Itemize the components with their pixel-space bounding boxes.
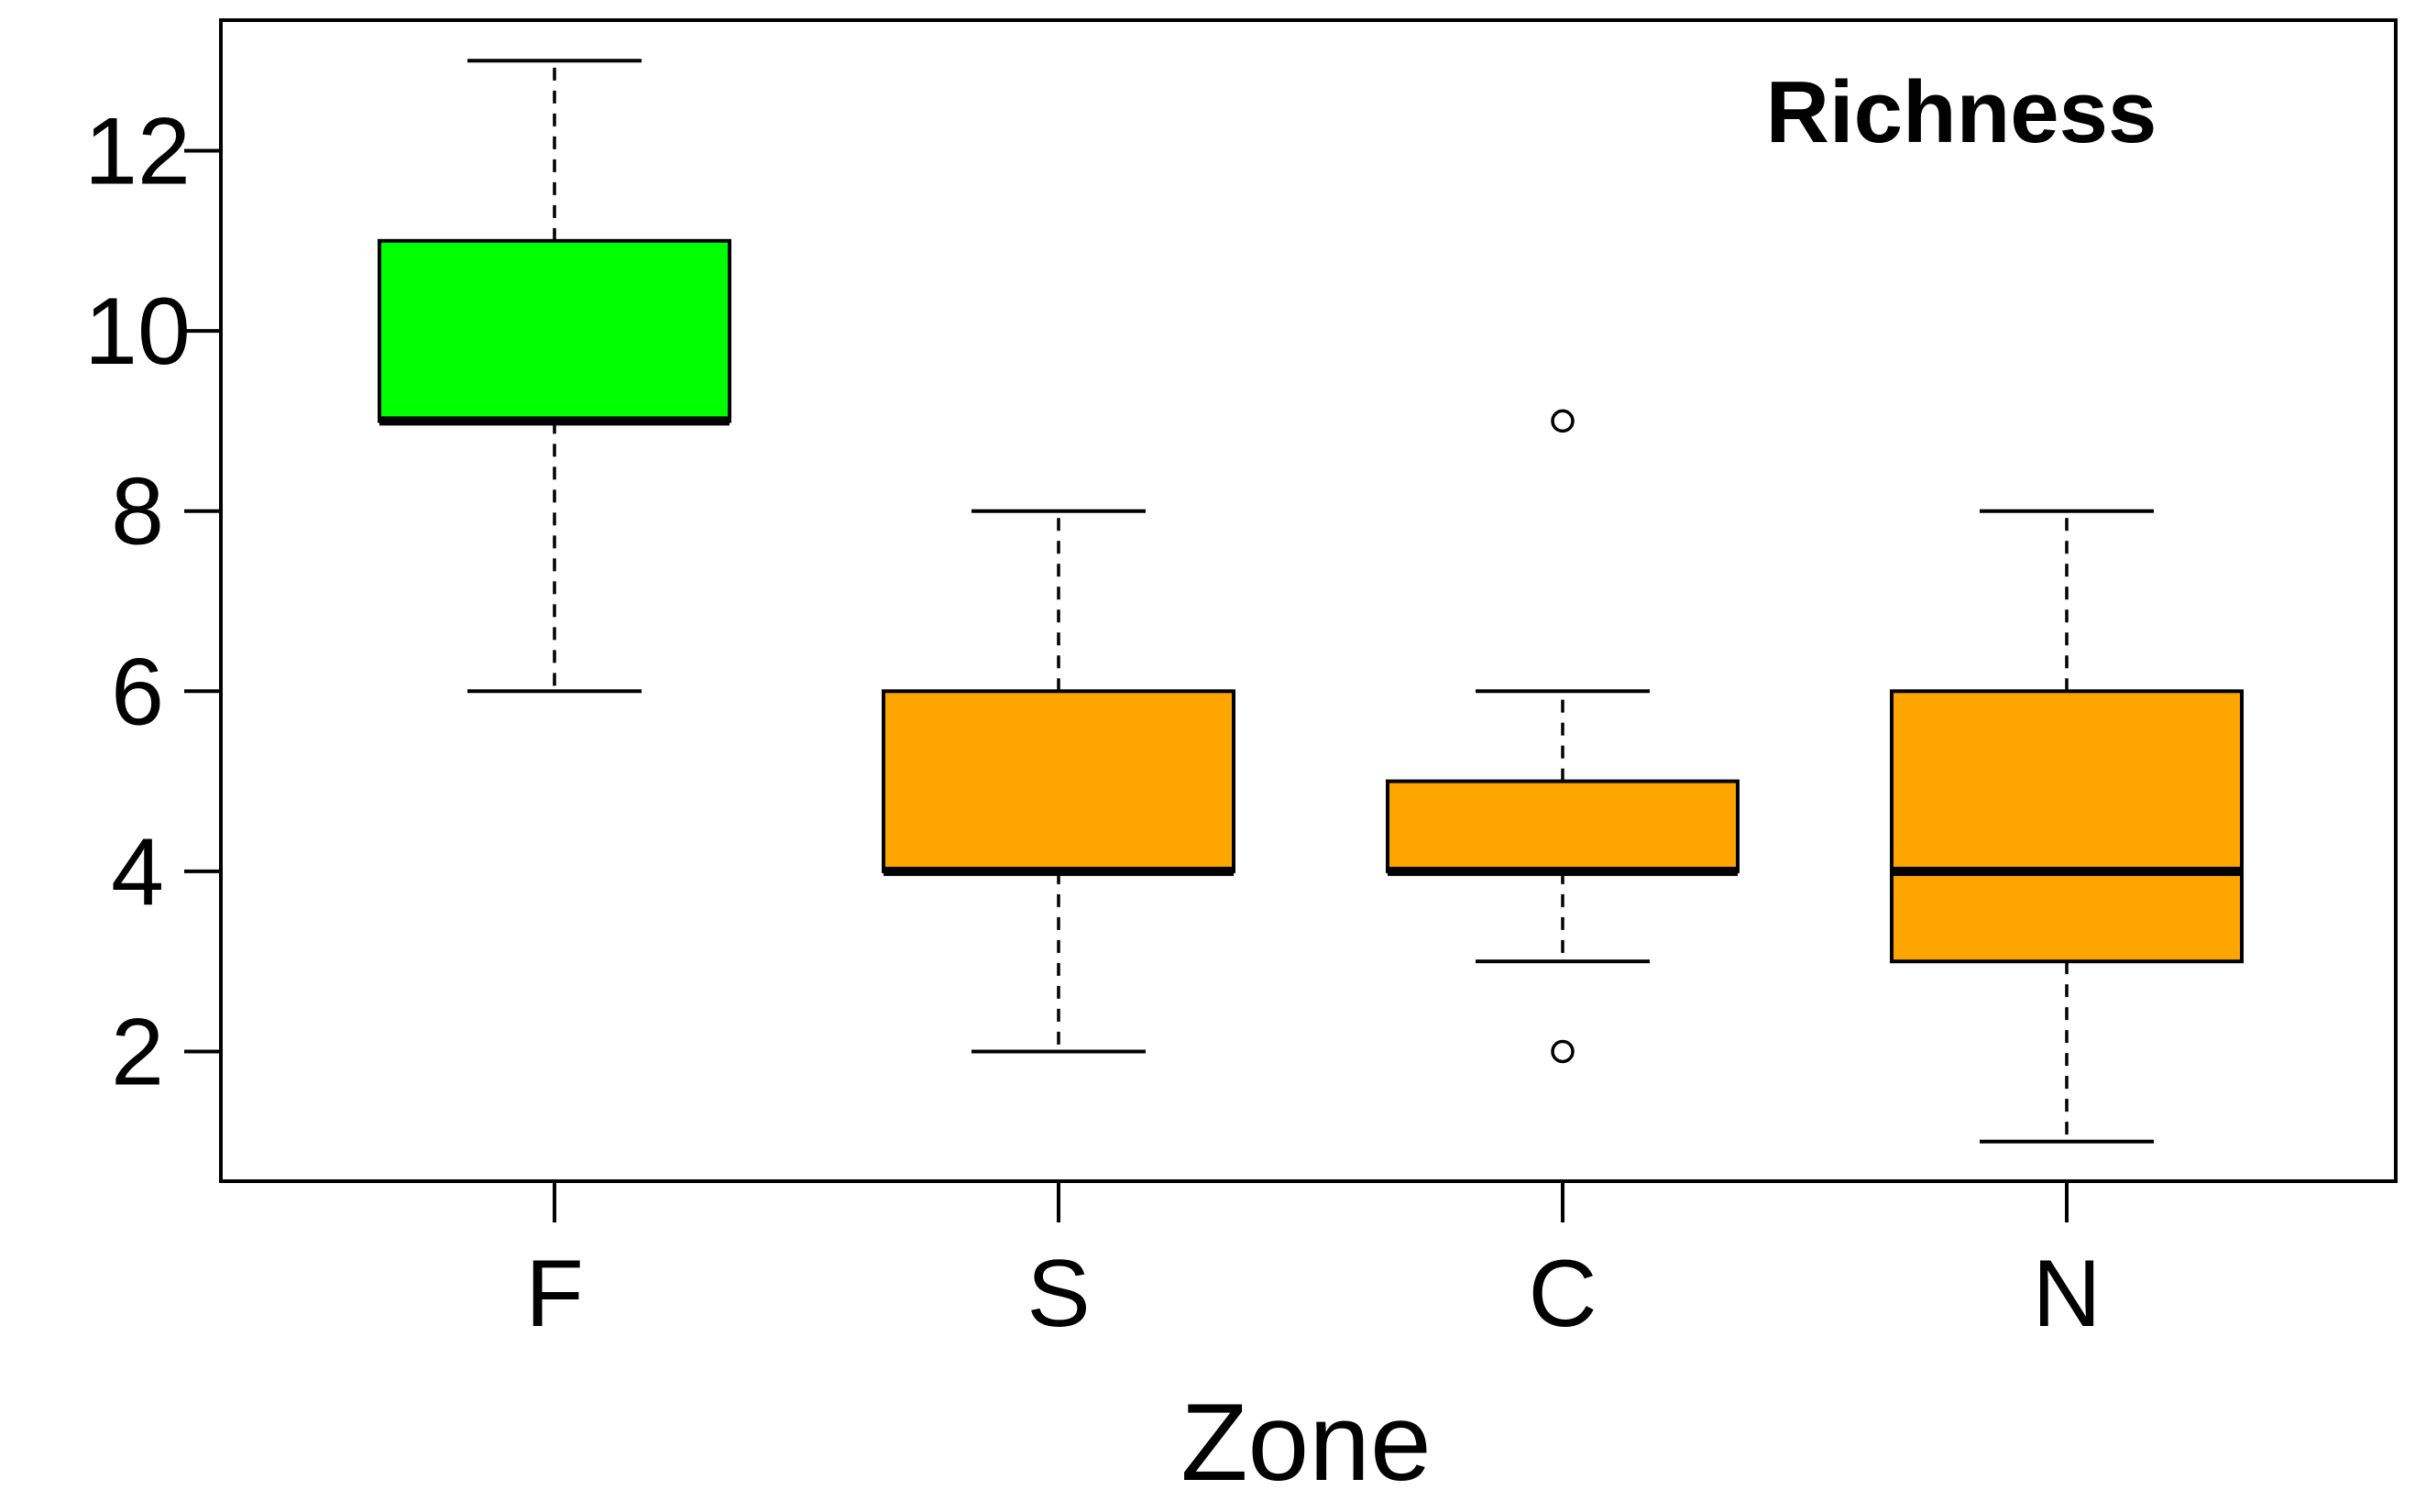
outlier-point [1551, 1039, 1575, 1064]
boxes-layer [378, 59, 2244, 1144]
y-tick-label: 2 [111, 999, 164, 1105]
x-axis-title: Zone [1180, 1381, 1432, 1504]
box-iqr [378, 238, 731, 423]
box-C [1386, 409, 1740, 1064]
box-iqr [1890, 689, 2244, 964]
y-tick-label: 8 [111, 459, 164, 565]
box-iqr [1386, 779, 1740, 873]
y-tick-label: 12 [84, 99, 191, 205]
y-tick-label: 10 [84, 279, 191, 385]
x-tick-label: F [525, 1241, 584, 1347]
y-axis: 2 4 6 8 10 12 [84, 99, 221, 1105]
panel-annotation: Richness [1766, 63, 2157, 161]
x-tick-label: N [2032, 1241, 2101, 1347]
outlier-point [1551, 409, 1575, 433]
box-F [378, 59, 731, 694]
box-iqr [882, 689, 1235, 873]
box-S [882, 509, 1235, 1054]
plot-frame [219, 18, 2398, 1183]
box-N [1890, 509, 2244, 1144]
x-tick-label: C [1528, 1241, 1597, 1347]
x-tick-label: S [1026, 1241, 1090, 1347]
y-tick-label: 6 [111, 639, 164, 745]
y-tick-label: 4 [111, 819, 164, 926]
